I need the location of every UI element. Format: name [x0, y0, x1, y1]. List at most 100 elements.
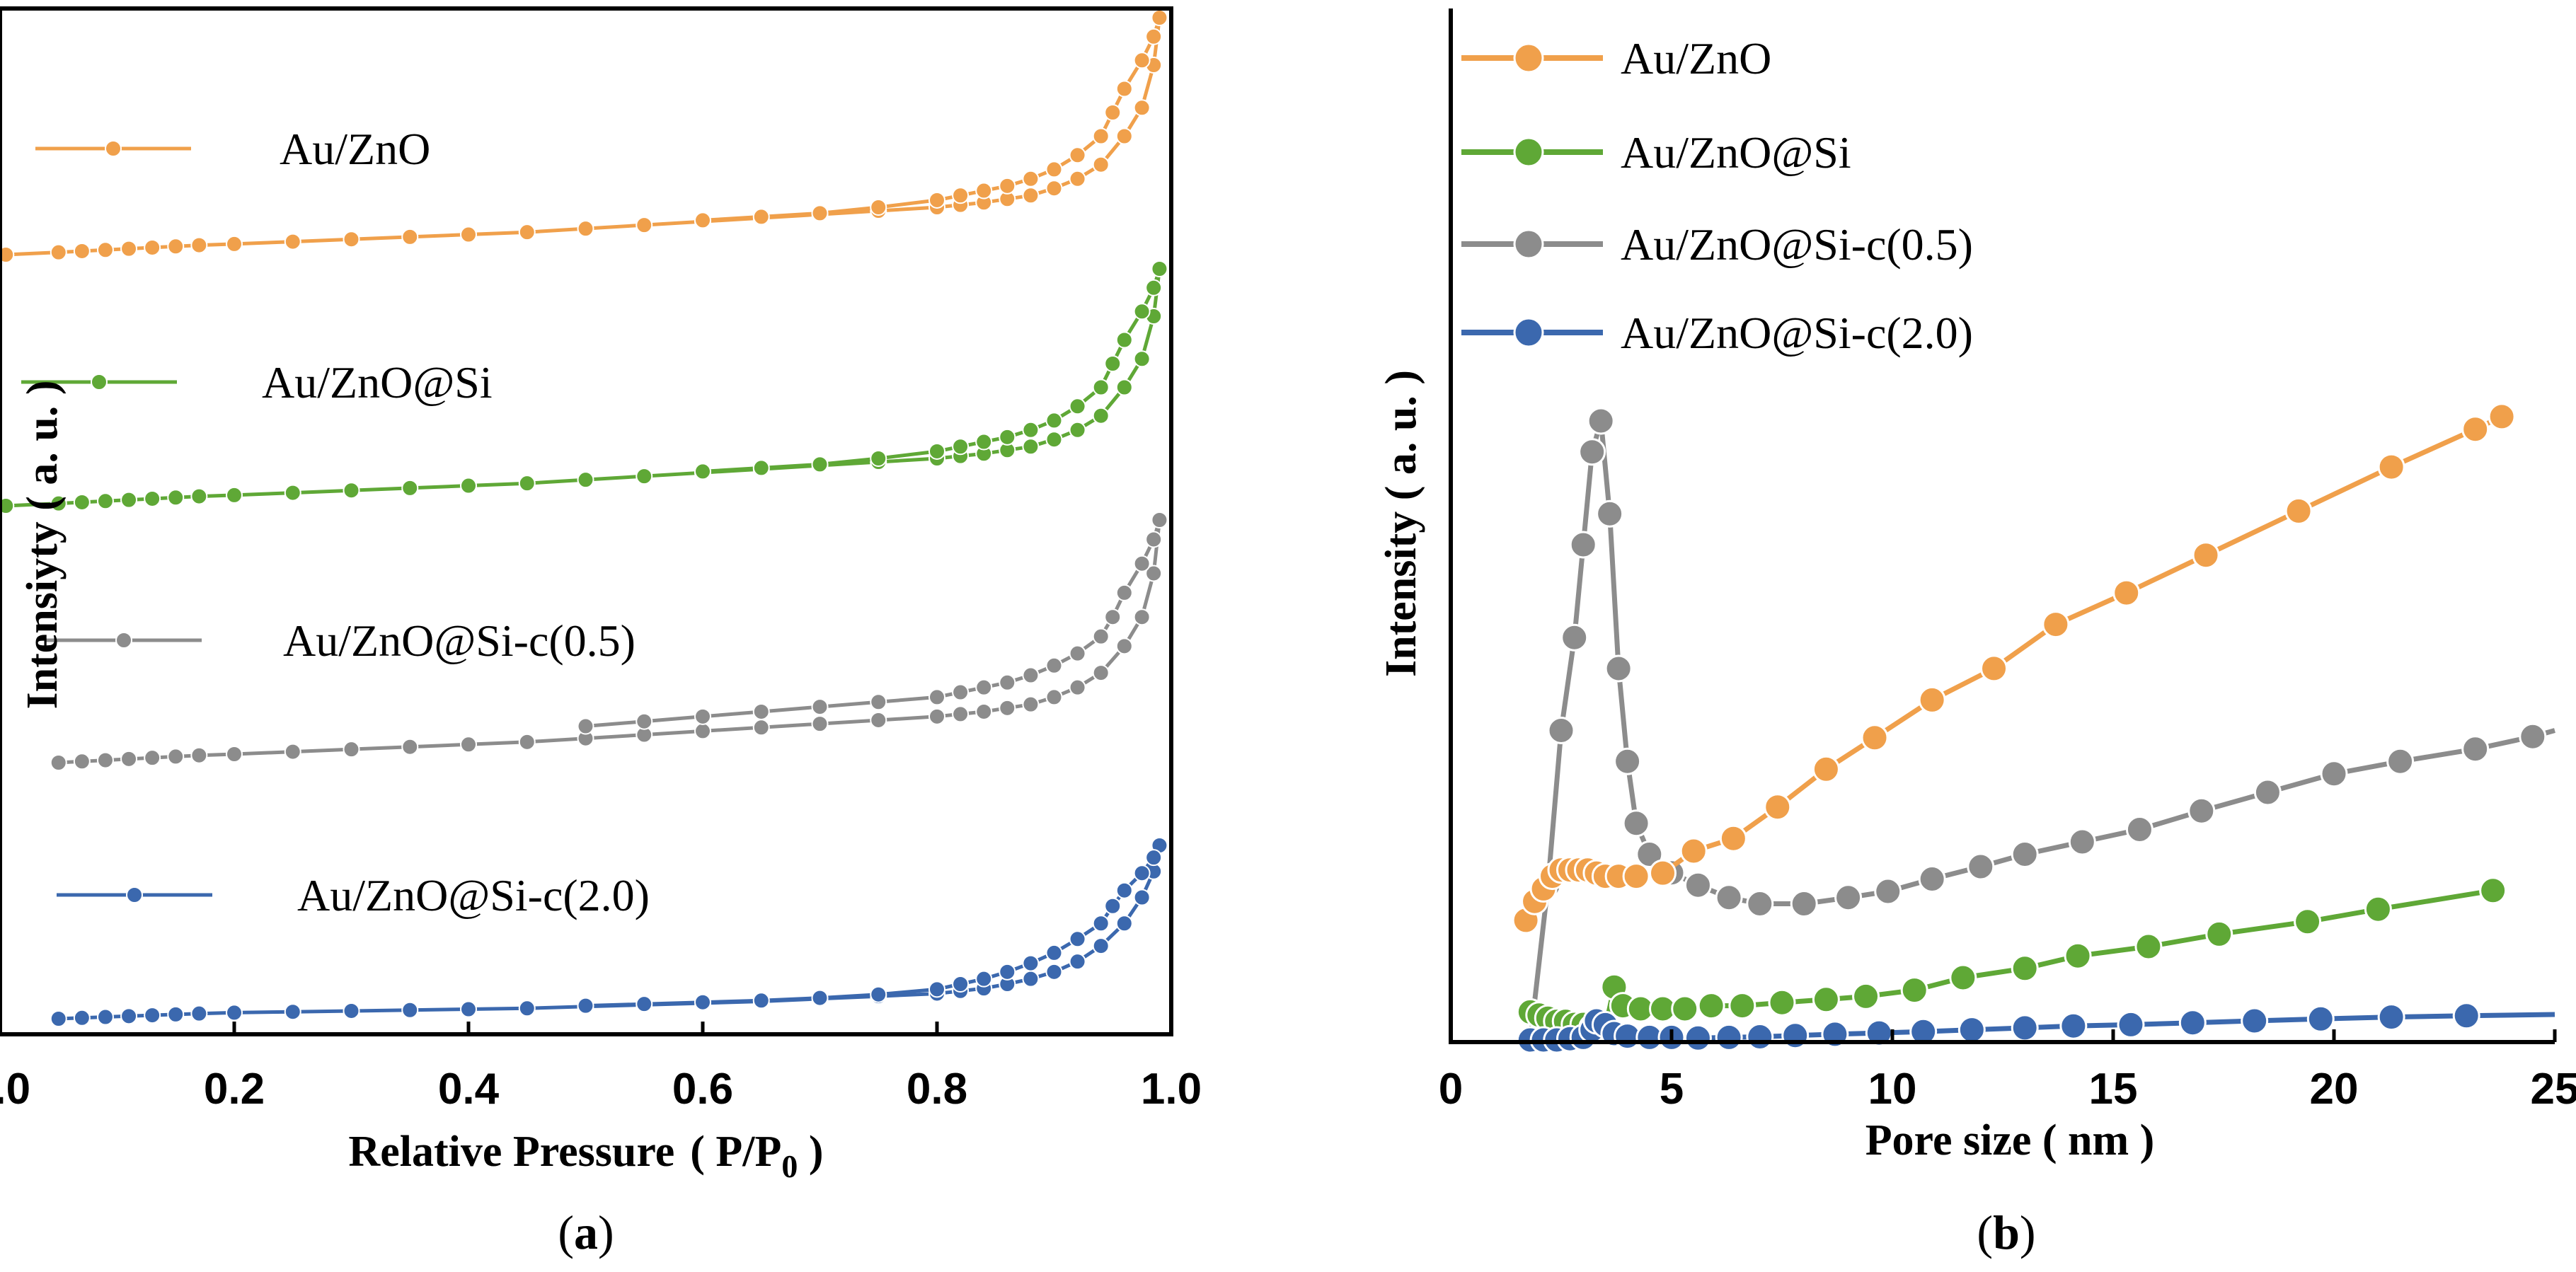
panel-b-point [1649, 859, 1677, 887]
panel-a-point [1069, 146, 1086, 164]
panel-a-point [343, 482, 360, 499]
panel-a-x-ticks: 0.0 0.2 0.4 0.6 0.8 1.0 [0, 1022, 1202, 1114]
panel-a-point [284, 1003, 301, 1021]
panel-a-point [401, 479, 419, 497]
panel-a-x-tick-label: 0.8 [907, 1065, 967, 1114]
panel-b-point [2064, 942, 2092, 970]
panel-a-point [1145, 565, 1163, 582]
panel-b-point [1569, 531, 1597, 559]
panel-a-point [1133, 350, 1151, 368]
panel-a-point [1104, 355, 1122, 372]
panel-b: 0 5 10 15 20 25 Au/ZnO Au/ZnO@Si Au/ZnO@Si-c(0.… [1377, 8, 2576, 1259]
panel-a-point [811, 204, 829, 222]
panel-a-point [811, 698, 829, 716]
panel-a-point [1022, 666, 1040, 684]
panel-b-point [2192, 541, 2220, 569]
panel-b-point [2187, 797, 2216, 825]
panel-b-point [2320, 760, 2348, 788]
panel-b-point [2519, 722, 2547, 751]
panel-a-point [1022, 187, 1040, 204]
panel-a-legend-label: Au/ZnO [280, 124, 430, 174]
panel-b-point [1812, 985, 1840, 1014]
panel-a-point [1133, 99, 1151, 117]
panel-b-x-ticks: 0 5 10 15 20 25 [1439, 1029, 2576, 1114]
panel-a-point [1092, 407, 1110, 424]
panel-a-point [144, 1007, 161, 1024]
panel-a-point [460, 1000, 477, 1018]
panel-a-point [952, 683, 970, 701]
panel-a-adsorption-line [6, 17, 1161, 257]
panel-a-point [999, 177, 1016, 195]
panel-a-point [0, 246, 15, 263]
panel-a-point [343, 741, 360, 758]
panel-b-point [1697, 992, 1725, 1020]
panel-a-point [975, 970, 993, 988]
panel-b-ylabel: Intensity ( a. u. ) [1377, 370, 1425, 677]
panel-a-point [752, 703, 770, 720]
panel-b-point [1781, 1022, 1810, 1050]
panel-b-point [2306, 1005, 2335, 1033]
panel-a-point [577, 220, 594, 238]
panel-a-point [120, 750, 138, 768]
panel-a-point [1133, 555, 1151, 572]
panel-a-point [1045, 161, 1063, 178]
panel-a-ylabel: Intensiyty ( a. u. ) [18, 380, 67, 709]
panel-a-xlabel-main: Relative Pressure [348, 1128, 674, 1176]
panel-b-point [2011, 1014, 2039, 1042]
panel-a-point [1069, 678, 1086, 696]
panel-b-series-au-zno-si-c-0-5 [1516, 407, 2555, 1054]
panel-b-point [1596, 499, 1624, 528]
panel-b-point [2011, 954, 2039, 983]
panel-b-legend-marker [1513, 42, 1544, 74]
panel-a-point [226, 745, 243, 763]
panel-a-point [144, 749, 161, 767]
panel-a-legend-marker [126, 886, 143, 903]
panel-b-point [1918, 865, 1946, 893]
panel-b-point [2294, 908, 2322, 936]
panel-a-point [1115, 127, 1133, 145]
panel-a-series-au-zno [0, 9, 1168, 263]
panel-b-point [2059, 1012, 2088, 1040]
panel-b-point [2253, 778, 2282, 806]
panel-b-point [1900, 976, 1928, 1005]
panel-b-label-letter: b [1993, 1205, 2020, 1259]
panel-a-point [401, 738, 419, 756]
panel-a-point [975, 433, 993, 451]
panel-b-point [1728, 992, 1756, 1020]
panel-a-point [190, 236, 208, 254]
panel-a-point [167, 238, 185, 255]
panel-a-point [1145, 279, 1163, 296]
panel-b-x-tick-label: 15 [2089, 1065, 2138, 1114]
panel-b-legend-label: Au/ZnO [1621, 33, 1771, 83]
panel-a-point [73, 493, 91, 511]
panel-a-point [1115, 881, 1133, 899]
panel-a-point [870, 199, 887, 216]
panel-b-point [1949, 964, 1977, 992]
panel-a-point [1145, 531, 1163, 548]
panel-a-point [1133, 303, 1151, 320]
panel-b-point [2125, 816, 2154, 843]
panel-a-point [1133, 889, 1151, 906]
panel-a-point [577, 997, 594, 1014]
panel-a-legend-marker [105, 140, 122, 157]
panel-a-point [96, 492, 114, 510]
panel-a-point [401, 1001, 419, 1019]
panel-a-point [167, 489, 185, 507]
panel-b-point [1715, 1023, 1743, 1051]
panel-a-point [928, 442, 945, 460]
panel-a-point [952, 187, 970, 204]
panel-a-point [96, 751, 114, 769]
panel-a-point [694, 722, 711, 740]
panel-a-point [1115, 584, 1133, 601]
panel-a-point [1133, 608, 1151, 626]
panel-a-point [636, 995, 653, 1013]
panel-a-point [1045, 412, 1063, 429]
panel-b-label-close: ) [2020, 1205, 2036, 1259]
panel-b-point [1719, 824, 1747, 852]
panel-a-point [1151, 260, 1168, 277]
panel-b-point [2042, 611, 2070, 639]
panel-b-point [2461, 415, 2490, 444]
panel-b-point [1614, 747, 1642, 775]
panel-a-point [73, 242, 91, 260]
panel-a-point [343, 231, 360, 248]
